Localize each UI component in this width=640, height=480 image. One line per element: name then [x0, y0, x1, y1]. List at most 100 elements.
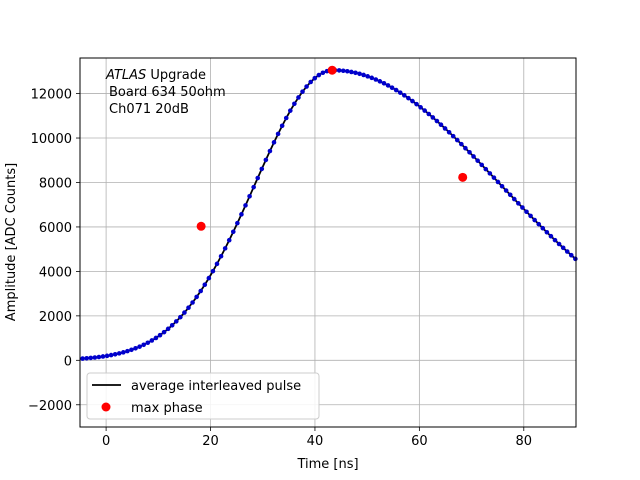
sample-point	[304, 84, 309, 89]
annotation-upgrade: Upgrade	[146, 68, 206, 83]
sample-point	[507, 192, 513, 198]
sample-point	[548, 233, 554, 239]
sample-point	[255, 175, 261, 181]
sample-point	[153, 335, 159, 341]
annotation-line-2: Board 634 50ohm	[109, 85, 226, 100]
x-tick-label: 40	[307, 434, 324, 449]
sample-point	[467, 150, 472, 155]
y-tick-label: −2000	[28, 399, 72, 414]
sample-point	[259, 166, 265, 172]
sample-point	[104, 353, 110, 359]
sample-point	[422, 108, 427, 113]
sample-point	[121, 350, 126, 355]
sample-point	[235, 220, 240, 226]
sample-point	[129, 347, 134, 353]
sample-point	[414, 101, 419, 107]
annotation-line-3: Ch071 20dB	[109, 102, 189, 117]
sample-point	[516, 201, 521, 206]
sample-point	[292, 101, 297, 107]
sample-point	[88, 355, 94, 361]
sample-point	[491, 175, 497, 180]
sample-point	[145, 340, 151, 346]
sample-point	[463, 145, 468, 151]
sample-point	[186, 305, 191, 311]
legend-marker-swatch	[101, 402, 111, 412]
sample-point	[532, 217, 537, 223]
sample-point	[308, 79, 313, 85]
y-tick-label: 4000	[39, 265, 72, 280]
sample-point	[459, 141, 464, 147]
sample-point	[108, 352, 114, 358]
y-axis-ticks: −2000 0 2000 4000 6000 8000 10000 12000	[28, 88, 80, 414]
sample-point	[125, 348, 130, 354]
sample-point	[84, 355, 89, 361]
sample-point	[369, 75, 375, 81]
sample-point	[475, 158, 480, 163]
sample-point	[397, 90, 403, 95]
y-tick-label: 0	[64, 354, 72, 369]
legend-label-average-pulse: average interleaved pulse	[131, 379, 301, 394]
sample-point	[446, 129, 452, 135]
y-tick-label: 2000	[39, 310, 72, 325]
sample-point	[141, 342, 146, 348]
sample-point	[230, 229, 236, 235]
sample-point	[112, 351, 118, 357]
sample-point	[365, 74, 370, 79]
sample-point	[116, 351, 122, 356]
sample-point	[243, 203, 248, 208]
sample-point	[430, 115, 436, 120]
y-tick-label: 10000	[31, 132, 72, 147]
sample-point	[552, 237, 558, 243]
sample-point	[340, 68, 346, 74]
sample-point	[178, 314, 183, 320]
sample-point	[190, 300, 195, 305]
atlas-annotation: ATLAS Upgrade Board 634 50ohm Ch071 20dB	[105, 68, 226, 117]
sample-point	[300, 89, 305, 94]
sample-point	[169, 322, 175, 328]
x-axis-label: Time [ns]	[296, 457, 358, 472]
sample-point	[438, 122, 444, 128]
y-tick-label: 6000	[39, 221, 72, 236]
sample-point	[560, 245, 566, 251]
max-phase-point	[196, 221, 206, 231]
sample-point	[524, 209, 529, 215]
sample-point	[312, 75, 318, 81]
sample-point	[173, 319, 179, 324]
sample-point	[511, 196, 517, 202]
sample-point	[495, 179, 501, 185]
sample-point	[157, 332, 163, 338]
sample-point	[296, 95, 301, 100]
x-tick-label: 80	[516, 434, 533, 449]
legend-box	[86, 372, 320, 420]
y-axis-label: Amplitude [ADC Counts]	[4, 163, 19, 321]
sample-point	[275, 131, 281, 137]
sample-point	[357, 71, 362, 77]
sample-point	[450, 133, 456, 139]
sample-point	[202, 282, 208, 288]
plot-frame	[79, 57, 577, 428]
x-tick-label: 60	[411, 434, 428, 449]
sample-point	[353, 70, 358, 76]
x-tick-label: 20	[202, 434, 219, 449]
sample-point	[402, 93, 407, 98]
sample-point	[471, 154, 476, 159]
sample-point	[161, 329, 167, 335]
sample-point	[316, 72, 322, 78]
sample-point	[434, 118, 440, 124]
sample-point	[279, 123, 285, 129]
x-tick-label: 0	[102, 434, 110, 449]
sample-point	[373, 77, 379, 82]
sample-point	[573, 256, 578, 262]
sample-point	[251, 184, 256, 190]
sample-point	[267, 148, 273, 154]
sample-point	[80, 356, 85, 361]
x-axis-ticks: 0 20 40 60 80	[102, 427, 532, 449]
sample-point	[393, 87, 399, 93]
sample-point	[454, 137, 460, 143]
sample-point	[345, 68, 350, 74]
sample-point	[377, 79, 383, 84]
sample-point	[100, 354, 106, 359]
sample-point	[520, 205, 525, 210]
sample-point	[503, 188, 509, 193]
